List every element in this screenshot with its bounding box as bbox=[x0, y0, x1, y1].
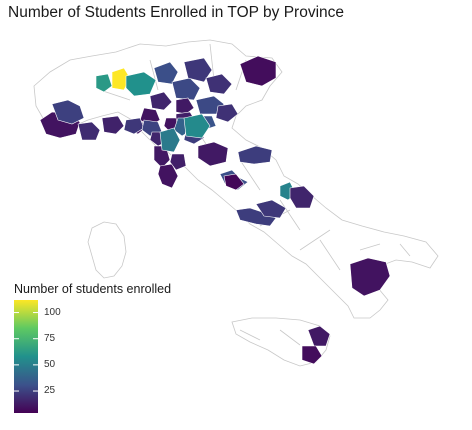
province-roma bbox=[235, 207, 277, 227]
sardinia-outline bbox=[87, 221, 127, 279]
province-belluno bbox=[205, 73, 233, 95]
province-firenze bbox=[159, 127, 181, 153]
map-title: Number of Students Enrolled in TOP by Pr… bbox=[8, 4, 345, 21]
province-udine bbox=[239, 55, 277, 87]
province-chieti bbox=[289, 185, 315, 209]
province-perugia bbox=[237, 145, 273, 165]
province-cosenza bbox=[349, 257, 391, 297]
base-outline bbox=[33, 39, 439, 367]
province-verona bbox=[149, 91, 173, 111]
legend-title: Number of students enrolled bbox=[14, 282, 172, 296]
province-venezia bbox=[215, 103, 239, 123]
province-terni bbox=[223, 173, 245, 191]
province-siena bbox=[197, 141, 229, 167]
province-forli bbox=[183, 113, 211, 139]
legend-tick-label: 25 bbox=[44, 385, 56, 397]
province-catania bbox=[307, 325, 331, 347]
province-trento bbox=[171, 77, 201, 101]
province-varese bbox=[95, 73, 113, 93]
legend-tick-label: 100 bbox=[44, 306, 61, 318]
province-brescia bbox=[153, 61, 179, 85]
province-siracusa bbox=[301, 345, 323, 365]
province-torino bbox=[51, 99, 85, 125]
province-cuneo bbox=[77, 121, 101, 141]
legend-tick-label: 50 bbox=[44, 358, 56, 370]
province-piacenza bbox=[123, 117, 145, 135]
province-bergamo bbox=[125, 71, 157, 97]
province-bolzano bbox=[183, 57, 213, 83]
legend-tick-label: 75 bbox=[44, 332, 56, 344]
color-scale-bar bbox=[14, 300, 38, 413]
province-latina bbox=[255, 199, 287, 219]
province-vicenza bbox=[175, 97, 195, 115]
province-pisa bbox=[169, 153, 187, 171]
province-alessandria bbox=[101, 115, 125, 135]
